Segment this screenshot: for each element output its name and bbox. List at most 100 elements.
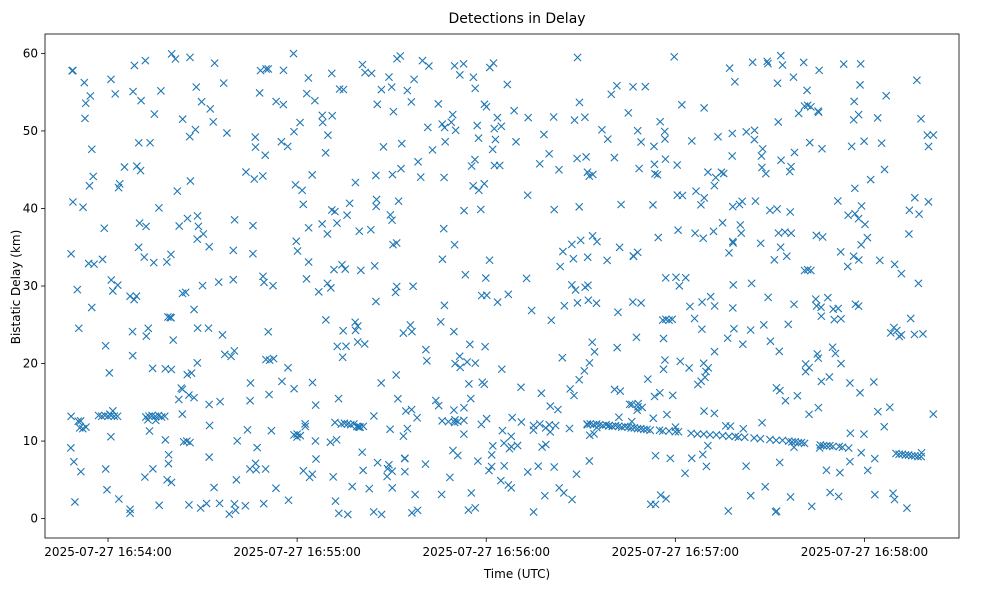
data-point <box>729 280 738 289</box>
data-point <box>230 499 239 508</box>
data-point <box>216 397 225 406</box>
data-point <box>67 412 76 421</box>
data-point <box>633 402 642 411</box>
data-point <box>393 394 402 403</box>
data-point <box>81 99 90 108</box>
data-point <box>373 100 382 109</box>
data-point <box>668 391 677 400</box>
data-point <box>396 164 405 173</box>
data-point <box>537 389 546 398</box>
data-point <box>625 400 634 409</box>
data-point <box>912 76 921 85</box>
data-point <box>291 180 300 189</box>
data-point <box>255 88 264 97</box>
data-point <box>870 454 879 463</box>
data-point <box>335 85 344 94</box>
data-point <box>445 473 454 482</box>
data-point <box>438 255 447 264</box>
data-point <box>488 441 497 450</box>
data-point <box>756 434 765 443</box>
data-point <box>413 413 422 422</box>
data-point <box>434 401 443 410</box>
data-point <box>565 424 574 433</box>
data-point <box>918 329 927 338</box>
data-point <box>299 466 308 475</box>
data-point <box>377 379 386 388</box>
data-point <box>611 421 620 430</box>
data-point <box>584 296 593 305</box>
data-point <box>560 301 569 310</box>
data-point <box>105 368 114 377</box>
data-point <box>662 494 671 503</box>
data-point <box>394 197 403 206</box>
data-point <box>885 403 894 412</box>
data-point <box>74 324 83 333</box>
data-point <box>624 108 633 117</box>
data-point <box>493 298 502 307</box>
data-point <box>870 490 879 499</box>
data-point <box>800 439 809 448</box>
data-point <box>205 242 214 251</box>
data-point <box>169 336 178 345</box>
data-point <box>632 333 641 342</box>
data-point <box>924 197 933 206</box>
data-point <box>661 273 670 282</box>
data-point <box>797 438 806 447</box>
data-point <box>330 207 339 216</box>
data-point <box>134 138 143 147</box>
data-point <box>252 465 261 474</box>
data-point <box>728 202 737 211</box>
data-point <box>863 233 872 242</box>
data-point <box>132 162 141 171</box>
data-point <box>800 266 809 275</box>
data-point <box>811 295 820 304</box>
data-point <box>80 78 89 87</box>
data-point <box>334 509 343 518</box>
data-point <box>447 118 456 127</box>
data-point <box>196 504 205 513</box>
data-point <box>806 102 815 111</box>
data-point <box>751 197 760 206</box>
data-point <box>126 509 135 518</box>
data-point <box>477 291 486 300</box>
data-point <box>178 115 187 124</box>
data-point <box>602 420 610 429</box>
data-point <box>163 475 172 484</box>
data-point <box>681 469 690 478</box>
data-point <box>69 457 78 466</box>
data-point <box>637 298 646 307</box>
data-point <box>775 347 784 356</box>
data-point <box>750 126 759 135</box>
data-point <box>875 256 884 265</box>
data-point <box>396 51 405 60</box>
data-point <box>467 162 476 171</box>
data-point <box>661 155 670 164</box>
data-point <box>243 425 252 434</box>
data-point <box>490 124 499 133</box>
data-point <box>358 448 367 457</box>
data-point <box>144 324 153 333</box>
data-point <box>487 462 496 471</box>
data-point <box>585 358 594 367</box>
data-point <box>510 106 519 115</box>
data-point <box>592 299 601 308</box>
data-point <box>489 59 498 68</box>
data-point <box>256 66 265 75</box>
data-point <box>453 417 462 426</box>
data-point <box>880 165 889 174</box>
data-point <box>704 363 713 372</box>
data-point <box>758 144 767 153</box>
data-point <box>321 148 330 157</box>
data-point <box>776 243 785 252</box>
data-point <box>614 422 623 431</box>
data-point <box>353 422 362 431</box>
data-point <box>241 168 250 177</box>
data-point <box>709 227 718 236</box>
data-point <box>185 438 194 447</box>
data-point <box>910 193 919 202</box>
data-point <box>440 123 449 132</box>
data-point <box>665 316 674 325</box>
data-point <box>104 412 113 421</box>
data-point <box>205 453 214 462</box>
data-point <box>337 260 346 269</box>
